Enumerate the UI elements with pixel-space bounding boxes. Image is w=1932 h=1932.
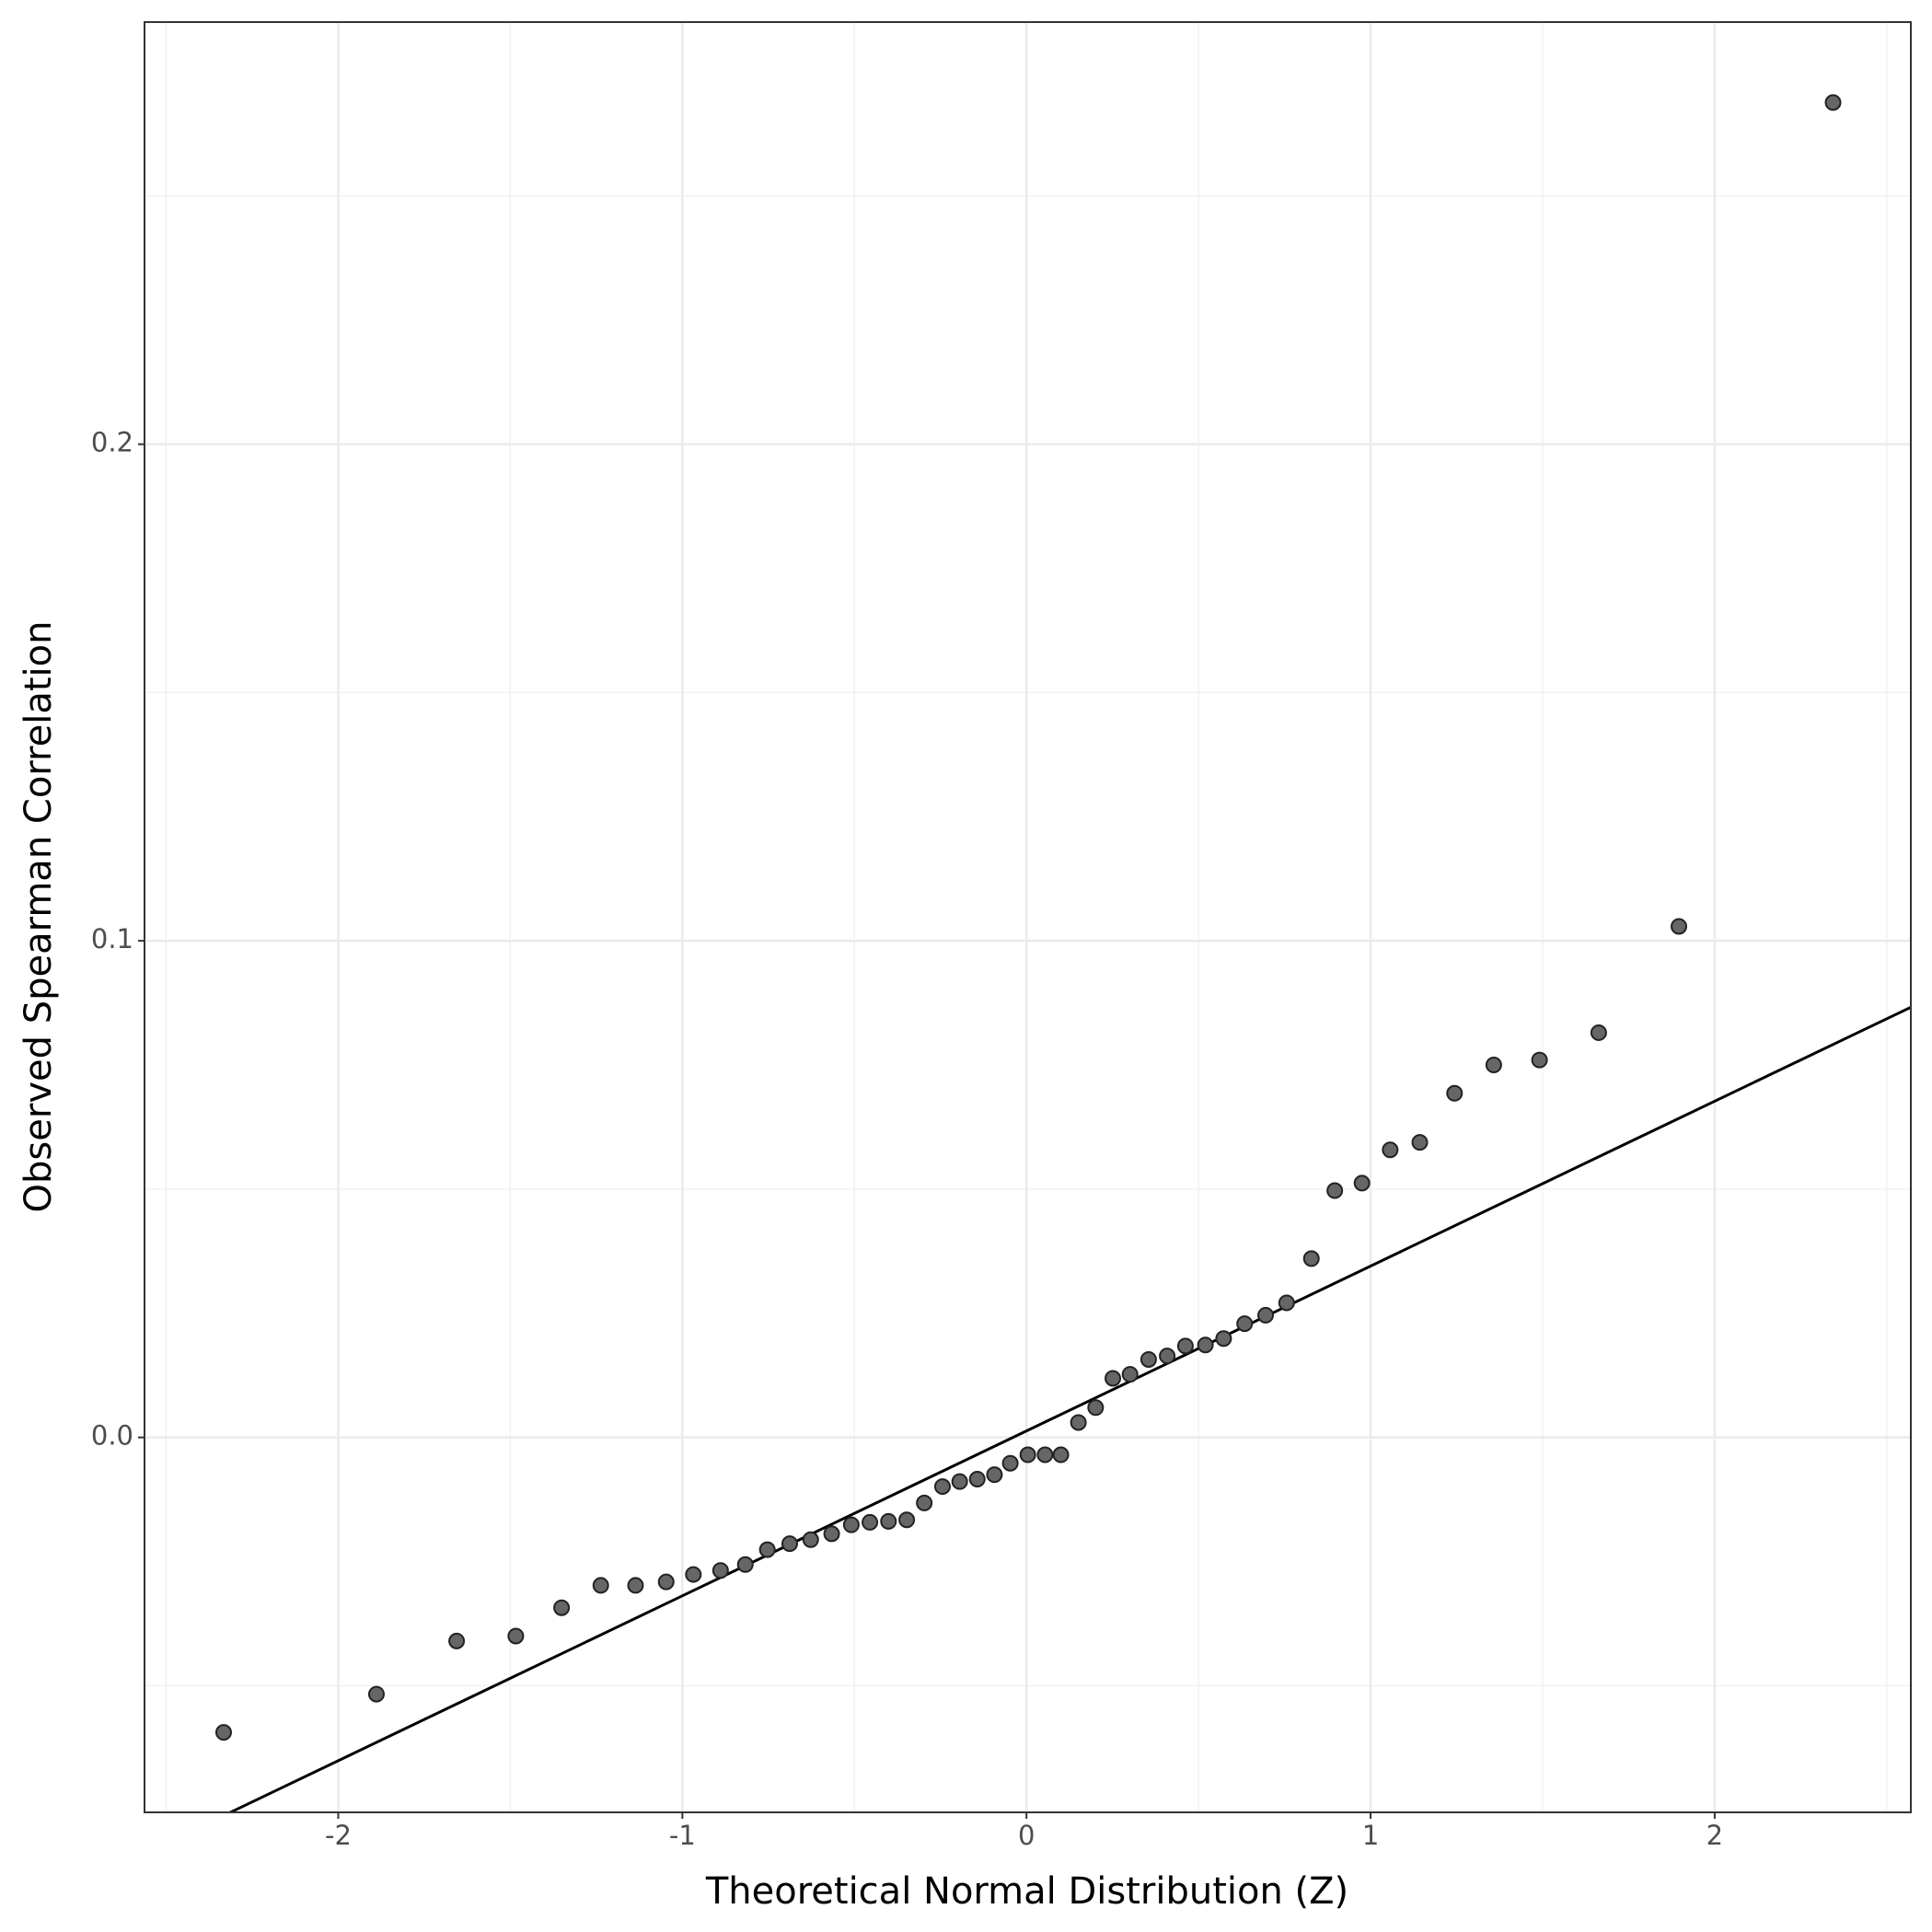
point	[627, 1577, 644, 1594]
x-axis-title: Theoretical Normal Distribution (Z)	[705, 1870, 1348, 1913]
plot-area	[214, 94, 1911, 1812]
point	[880, 1512, 897, 1530]
point	[711, 1562, 729, 1579]
point	[802, 1531, 819, 1548]
point	[1036, 1446, 1054, 1463]
point	[933, 1478, 951, 1496]
point	[1176, 1337, 1194, 1355]
point	[657, 1573, 675, 1591]
point	[214, 1724, 232, 1741]
point	[916, 1494, 933, 1511]
point	[1215, 1330, 1232, 1348]
point	[1087, 1399, 1105, 1417]
point	[1019, 1446, 1036, 1463]
point	[736, 1556, 754, 1573]
point	[951, 1473, 968, 1490]
point	[898, 1511, 916, 1529]
point	[1140, 1350, 1157, 1368]
point	[1159, 1348, 1176, 1365]
point	[367, 1685, 385, 1703]
point	[1485, 1057, 1502, 1074]
point	[781, 1535, 798, 1553]
point	[1070, 1414, 1087, 1431]
point	[1382, 1141, 1399, 1159]
point	[1824, 94, 1842, 111]
point	[1278, 1294, 1295, 1312]
x-tick-label: -1	[669, 1820, 696, 1851]
point	[1446, 1084, 1463, 1102]
point	[1052, 1446, 1070, 1463]
point	[1197, 1336, 1214, 1354]
grid	[145, 22, 1911, 1812]
x-tick-label: 0	[1018, 1820, 1035, 1851]
point	[553, 1599, 571, 1616]
axes: -2 -1 0 1 2 0.0 0.1 0.2	[91, 427, 1723, 1851]
point	[1590, 1024, 1607, 1041]
point	[862, 1513, 879, 1531]
point	[1257, 1306, 1275, 1324]
y-tick-label: 0.1	[91, 923, 133, 954]
point	[1121, 1366, 1139, 1383]
point	[968, 1470, 986, 1487]
x-tick-label: -2	[325, 1820, 352, 1851]
reference-line	[226, 1005, 1911, 1812]
y-axis-title: Observed Spearman Correlation	[17, 621, 60, 1213]
x-tick-label: 1	[1362, 1820, 1379, 1851]
y-tick-label: 0.0	[91, 1420, 133, 1452]
point	[1326, 1182, 1344, 1199]
point	[823, 1525, 840, 1543]
point	[1236, 1315, 1254, 1333]
y-tick-label: 0.2	[91, 427, 133, 458]
point	[507, 1627, 525, 1645]
point	[1411, 1134, 1429, 1151]
point	[758, 1541, 776, 1558]
point	[1353, 1174, 1371, 1192]
point	[1105, 1370, 1122, 1387]
point	[592, 1577, 609, 1594]
x-tick-label: 2	[1706, 1820, 1723, 1851]
point	[1302, 1250, 1320, 1267]
point	[842, 1516, 860, 1533]
point	[1671, 918, 1688, 935]
point	[685, 1566, 702, 1583]
point	[1531, 1051, 1548, 1069]
point	[448, 1632, 466, 1649]
point	[986, 1466, 1003, 1484]
point	[1001, 1454, 1019, 1472]
panel-border	[144, 21, 1912, 1813]
